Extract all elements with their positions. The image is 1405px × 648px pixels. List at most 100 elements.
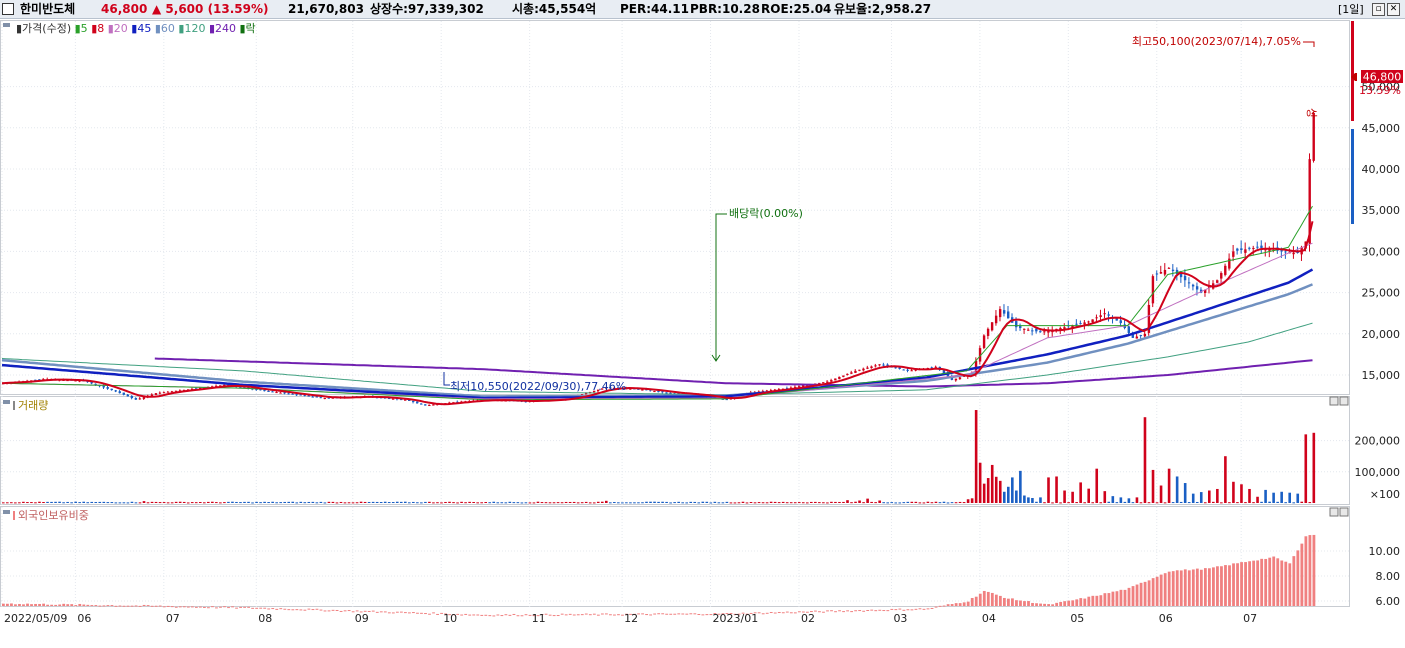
volume-bar [761,502,765,504]
foreign-ratio-bar [154,605,158,607]
roe-value: ROE:25.04 [761,2,832,16]
foreign-ratio-bar [1059,601,1063,606]
volume-bar [673,502,676,504]
foreign-ratio-bar [391,612,395,614]
foreign-ratio-bar [174,606,178,608]
volume-bar [653,501,656,503]
volume-bar [1280,491,1283,503]
foreign-ratio-bar [982,590,986,606]
volume-bar [886,502,889,504]
foreign-ratio-bar [279,608,283,610]
candle-body [1027,329,1030,331]
minimize-icon[interactable] [1329,507,1339,517]
candle-body [102,385,105,388]
panel-handle-icon[interactable] [3,400,10,404]
foreign-ratio-bar [838,610,841,612]
candle-body [584,393,588,395]
price-panel [0,20,1350,395]
volume-bar [986,478,990,503]
foreign-ratio-bar [46,604,50,606]
foreign-ratio-bar [444,613,447,615]
foreign-ratio-bar [902,609,906,611]
volume-bar [1232,481,1235,503]
volume-bar [898,502,902,504]
minimize-icon[interactable] [1329,396,1339,406]
foreign-ratio-bar [1284,561,1288,606]
foreign-ratio-bar [303,609,307,611]
candle-body [130,395,134,399]
candle-body [910,370,913,372]
panel-handle-icon[interactable] [3,23,10,27]
volume-bar [488,502,492,504]
close-icon[interactable] [1339,396,1349,406]
volume-bar [1208,490,1211,503]
foreign-legend-label: 외국인보유비중 [18,509,89,522]
volume-bar [954,502,958,504]
foreign-ratio-bar [223,606,226,608]
foreign-ratio-bar [500,615,504,617]
volume-bar [1031,498,1034,503]
foreign-ratio-bar [476,614,480,616]
volume-bar [307,501,311,503]
volume-bar [66,501,69,503]
foreign-ratio-bar [1067,600,1071,606]
candle-body [994,315,998,324]
volume-bar [1055,476,1058,503]
foreign-ratio-bar [1159,574,1163,606]
window-checkbox[interactable] [2,3,14,15]
foreign-ratio-bar [311,609,315,611]
candle-body [1127,326,1130,333]
candle-body [1083,322,1086,325]
candle-body [882,364,885,366]
foreign-ratio-bar [1023,601,1026,606]
restore-icon[interactable]: ▫ [1372,3,1385,16]
candle-body [1131,334,1135,338]
candle-body [138,398,142,400]
volume-bar [359,501,363,503]
volume-bar [1091,502,1095,504]
volume-tick-label: 200,000 [1355,435,1401,448]
foreign-ratio-bar [1288,563,1292,606]
volume-bar [158,502,162,504]
volume-bar [1035,501,1038,503]
volume-bar [741,501,745,503]
volume-bar [231,501,234,503]
foreign-ratio-bar [793,612,797,614]
volume-bar [1288,492,1291,503]
foreign-ratio-bar [962,602,966,606]
foreign-ratio-bar [110,605,114,607]
volume-bar [701,501,705,503]
volume-bar [1203,502,1207,504]
foreign-ratio-bar [1308,535,1312,606]
foreign-ratio-bar [818,611,821,613]
foreign-ratio-bar [456,613,460,615]
foreign-ratio-bar [30,604,33,606]
volume-bar [1079,482,1082,503]
candle-body [1031,330,1034,332]
volume-bar [106,502,110,504]
volume-bar [114,502,118,504]
volume-bar [697,502,701,504]
foreign-ratio-bar [251,607,255,609]
foreign-ratio-bar [436,613,439,615]
foreign-ratio-bar [524,614,528,616]
foreign-ratio-bar [1268,557,1272,606]
volume-bar [255,501,258,503]
candle-body [761,390,765,392]
candle-body [914,369,917,371]
period-selector[interactable]: [1일] [1338,3,1364,16]
volume-bar [1256,496,1259,503]
volume-bar [412,501,415,503]
candle-body [78,380,81,382]
foreign-ratio-bar [1115,591,1119,606]
foreign-ratio-bar [1167,571,1171,606]
volume-legend-label: 거래량 [18,399,48,412]
candle-body [958,377,962,380]
close-icon[interactable] [1339,507,1349,517]
volume-bar [902,502,906,504]
candle-body [1047,330,1050,333]
close-icon[interactable]: ✕ [1387,3,1400,16]
candle-body [962,375,966,377]
foreign-ratio-bar [243,606,246,608]
panel-handle-icon[interactable] [3,510,10,514]
